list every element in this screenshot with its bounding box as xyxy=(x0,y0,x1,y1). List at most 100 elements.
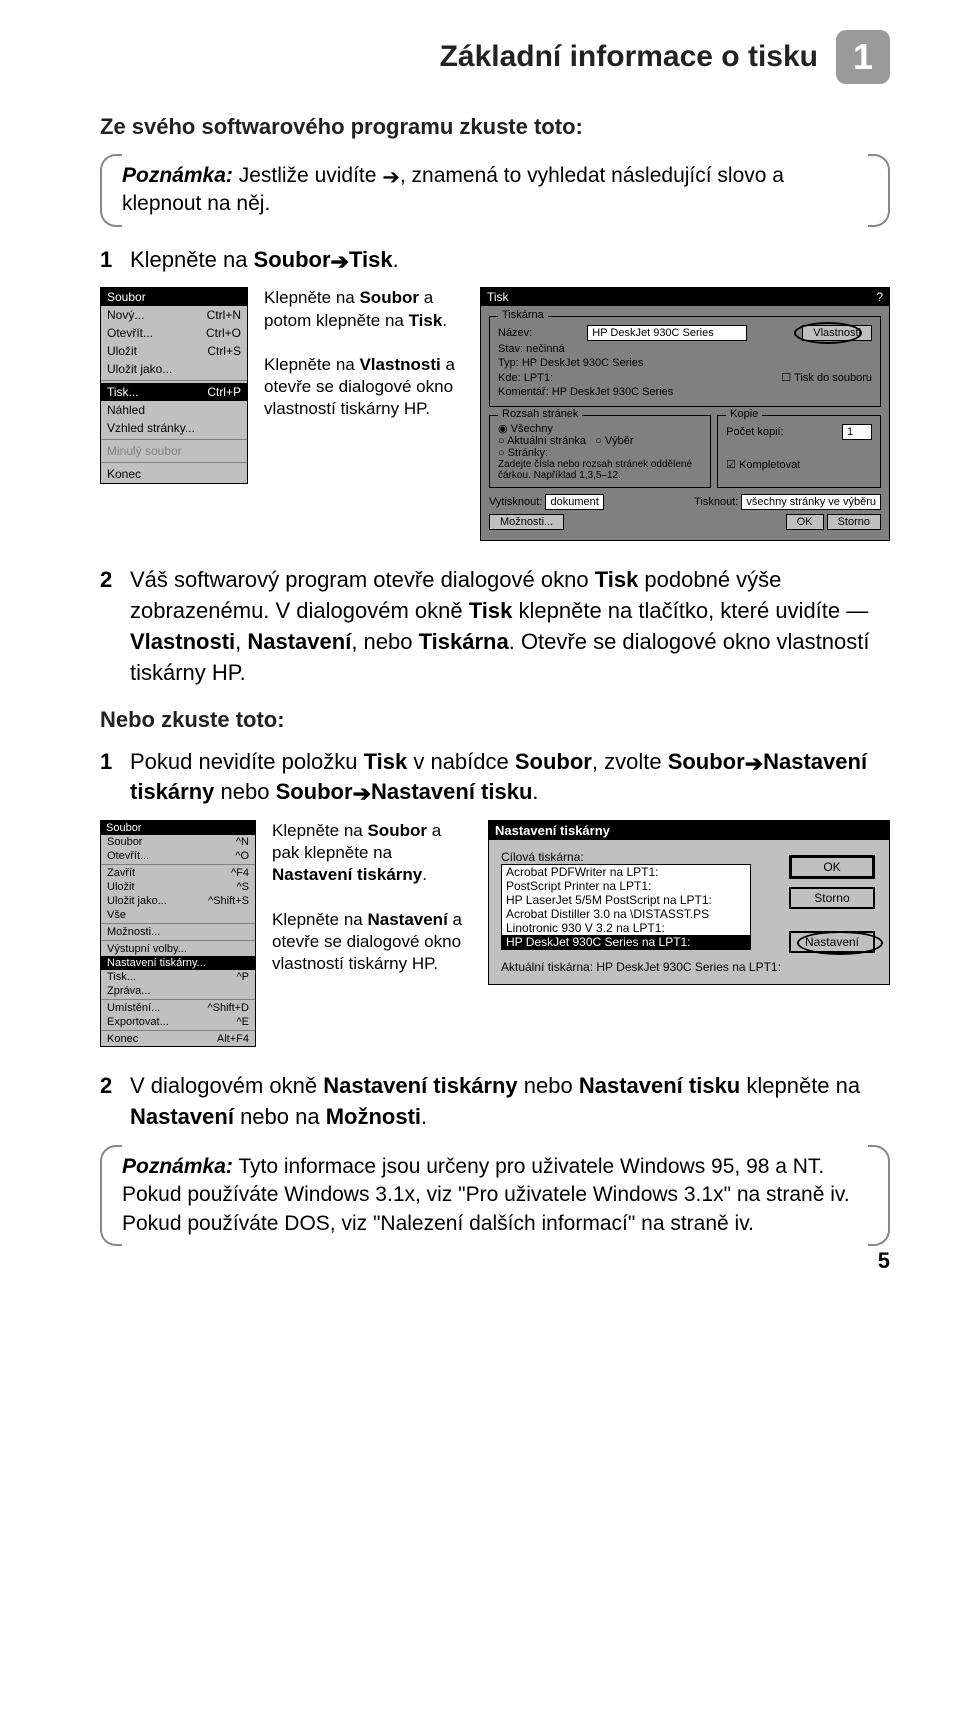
radio-selection[interactable]: Výběr xyxy=(605,435,634,447)
menu-item[interactable]: UložitCtrl+S xyxy=(101,342,247,360)
figure-row-1: Soubor Nový...Ctrl+N Otevřít...Ctrl+O Ul… xyxy=(100,287,890,541)
section-subhead: Nebo zkuste toto: xyxy=(100,707,890,733)
menu-item[interactable]: Otevřít...^O xyxy=(101,849,255,863)
menu-item-label: Umístění... xyxy=(107,1002,160,1014)
cancel-button[interactable]: Storno xyxy=(789,887,875,909)
menu-item-label: Tisk... xyxy=(107,385,139,399)
field-value: HP DeskJet 930C Series xyxy=(552,386,673,398)
step-text: . xyxy=(532,779,538,804)
menu-item[interactable]: Zavřít^F4 xyxy=(101,866,255,880)
radio-all[interactable]: Všechny xyxy=(511,423,553,435)
menu-item-label: Soubor xyxy=(107,836,142,848)
menu-separator xyxy=(101,999,255,1000)
step-2: 2 Váš softwarový program otevře dialogov… xyxy=(100,565,890,688)
callout-group-2: Klepněte na Soubor a pak klepněte na Nas… xyxy=(272,820,472,975)
options-button[interactable]: Možnosti... xyxy=(489,514,564,530)
list-item[interactable]: Acrobat PDFWriter na LPT1: xyxy=(502,865,750,879)
callout-1: Klepněte na Soubor a potom klepněte na T… xyxy=(264,287,464,331)
menu-item-label: Exportovat... xyxy=(107,1016,169,1028)
menu-item-label: Minulý soubor xyxy=(107,444,182,458)
callout-text: Klepněte na xyxy=(272,821,367,840)
note-text-a: Jestliže uvidíte xyxy=(233,164,382,187)
menu-item-label: Zpráva... xyxy=(107,985,150,997)
menu-item[interactable]: Vzhled stránky... xyxy=(101,419,247,437)
help-icon[interactable]: ? xyxy=(876,290,883,304)
menu-item-printer-setup[interactable]: Nastavení tiskárny... xyxy=(101,956,255,970)
menu-separator xyxy=(101,439,247,440)
menu-item[interactable]: KonecAlt+F4 xyxy=(101,1032,255,1046)
step-number: 2 xyxy=(100,1071,112,1102)
menu-item-label: Náhled xyxy=(107,403,145,417)
step-text: . xyxy=(421,1104,427,1129)
menu-item[interactable]: Vše xyxy=(101,908,255,922)
properties-button[interactable]: Vlastnosti xyxy=(802,325,872,341)
list-item[interactable]: Acrobat Distiller 3.0 na \DISTASST.PS xyxy=(502,907,750,921)
radio-pages[interactable]: Stránky: xyxy=(508,447,548,459)
print-dialog-mock: Tisk ? Tiskárna Název: HP DeskJet 930C S… xyxy=(480,287,890,541)
note-label: Poznámka: xyxy=(122,1155,233,1178)
menu-item[interactable]: Umístění...^Shift+D xyxy=(101,1001,255,1015)
menu-item[interactable]: Uložit jako...^Shift+S xyxy=(101,894,255,908)
print-what-dropdown[interactable]: dokument xyxy=(545,494,603,510)
menu-item[interactable]: Exportovat...^E xyxy=(101,1015,255,1029)
right-arrow-icon: ➔ xyxy=(331,247,349,278)
figure-row-2: Soubor Soubor ^N Otevřít...^O Zavřít^F4 U… xyxy=(100,820,890,1047)
ok-button[interactable]: OK xyxy=(789,855,875,879)
step-text: nebo xyxy=(214,779,275,804)
step-text: klepněte na xyxy=(740,1073,860,1098)
list-item[interactable]: HP LaserJet 5/5M PostScript na LPT1: xyxy=(502,893,750,907)
menu-item[interactable]: Výstupní volby... xyxy=(101,942,255,956)
page-number: 5 xyxy=(878,1248,890,1274)
menu-item-label: Konec xyxy=(107,1033,138,1045)
step-bold: Tisk xyxy=(349,247,393,272)
callout-text: Klepněte na xyxy=(272,910,367,929)
list-item[interactable]: PostScript Printer na LPT1: xyxy=(502,879,750,893)
callout-bold: Tisk xyxy=(409,311,443,330)
file-menu-mock-2: Soubor Soubor ^N Otevřít...^O Zavřít^F4 U… xyxy=(100,820,256,1047)
step-text: . xyxy=(393,247,399,272)
step-text: , nebo xyxy=(351,629,418,654)
menu-item-label: Nastavení tiskárny... xyxy=(107,957,206,969)
ok-button[interactable]: OK xyxy=(786,514,824,530)
callout-text: Klepněte na xyxy=(264,288,359,307)
menu-item[interactable]: Uložit jako... xyxy=(101,360,247,378)
menu-item[interactable]: Otevřít...Ctrl+O xyxy=(101,324,247,342)
menu-item[interactable]: Tisk...^P xyxy=(101,970,255,984)
step-bold: Nastavení tisku xyxy=(579,1073,740,1098)
menu-item-accel: Ctrl+O xyxy=(206,326,241,340)
printer-listbox[interactable]: Acrobat PDFWriter na LPT1: PostScript Pr… xyxy=(501,864,751,950)
printer-name-dropdown[interactable]: HP DeskJet 930C Series xyxy=(587,325,747,341)
group-label: Rozsah stránek xyxy=(498,408,582,420)
list-item[interactable]: Linotronic 930 V 3.2 na LPT1: xyxy=(502,921,750,935)
menu-item-label: Výstupní volby... xyxy=(107,943,187,955)
field-label: Komentář: xyxy=(498,386,549,398)
print-to-file-checkbox[interactable]: Tisk do souboru xyxy=(794,372,872,384)
range-group: Rozsah stránek ◉ Všechny ○ Aktuální strá… xyxy=(489,415,711,488)
menu-item-label: Možnosti... xyxy=(107,926,160,938)
printer-setup-dialog-mock: Nastavení tiskárny Cílová tiskárna: Acro… xyxy=(488,820,890,985)
radio-current[interactable]: Aktuální stránka xyxy=(507,435,586,447)
menu-title: Soubor xyxy=(101,288,247,306)
menu-item[interactable]: Uložit^S xyxy=(101,880,255,894)
list-item-selected[interactable]: HP DeskJet 930C Series na LPT1: xyxy=(502,935,750,949)
menu-item[interactable]: Nový...Ctrl+N xyxy=(101,306,247,324)
collate-checkbox[interactable]: Kompletovat xyxy=(739,459,800,471)
print-which-dropdown[interactable]: všechny stránky ve výběru xyxy=(741,494,881,510)
setup-button[interactable]: Nastavení xyxy=(789,931,875,953)
group-label: Tiskárna xyxy=(498,309,548,321)
dialog-titlebar: Nastavení tiskárny xyxy=(489,821,889,840)
cancel-button[interactable]: Storno xyxy=(827,514,881,530)
callout-2: Klepněte na Nastavení a otevře se dialog… xyxy=(272,909,472,975)
menu-item[interactable]: Náhled xyxy=(101,401,247,419)
menu-item-accel: Ctrl+N xyxy=(207,308,241,322)
menu-item[interactable]: Možnosti... xyxy=(101,925,255,939)
menu-item[interactable]: Zpráva... xyxy=(101,984,255,998)
step-text: Váš softwarový program otevře dialogové … xyxy=(130,567,595,592)
menu-item-disabled: Minulý soubor xyxy=(101,442,247,460)
copies-input[interactable]: 1 xyxy=(842,424,872,440)
menu-item[interactable]: Konec xyxy=(101,465,247,483)
step-bold: Nastavení tisku xyxy=(371,779,532,804)
menu-item-print[interactable]: Tisk...Ctrl+P xyxy=(101,383,247,401)
menu-item[interactable]: Soubor ^N xyxy=(101,835,255,849)
menu-item-accel: ^N xyxy=(236,836,249,848)
